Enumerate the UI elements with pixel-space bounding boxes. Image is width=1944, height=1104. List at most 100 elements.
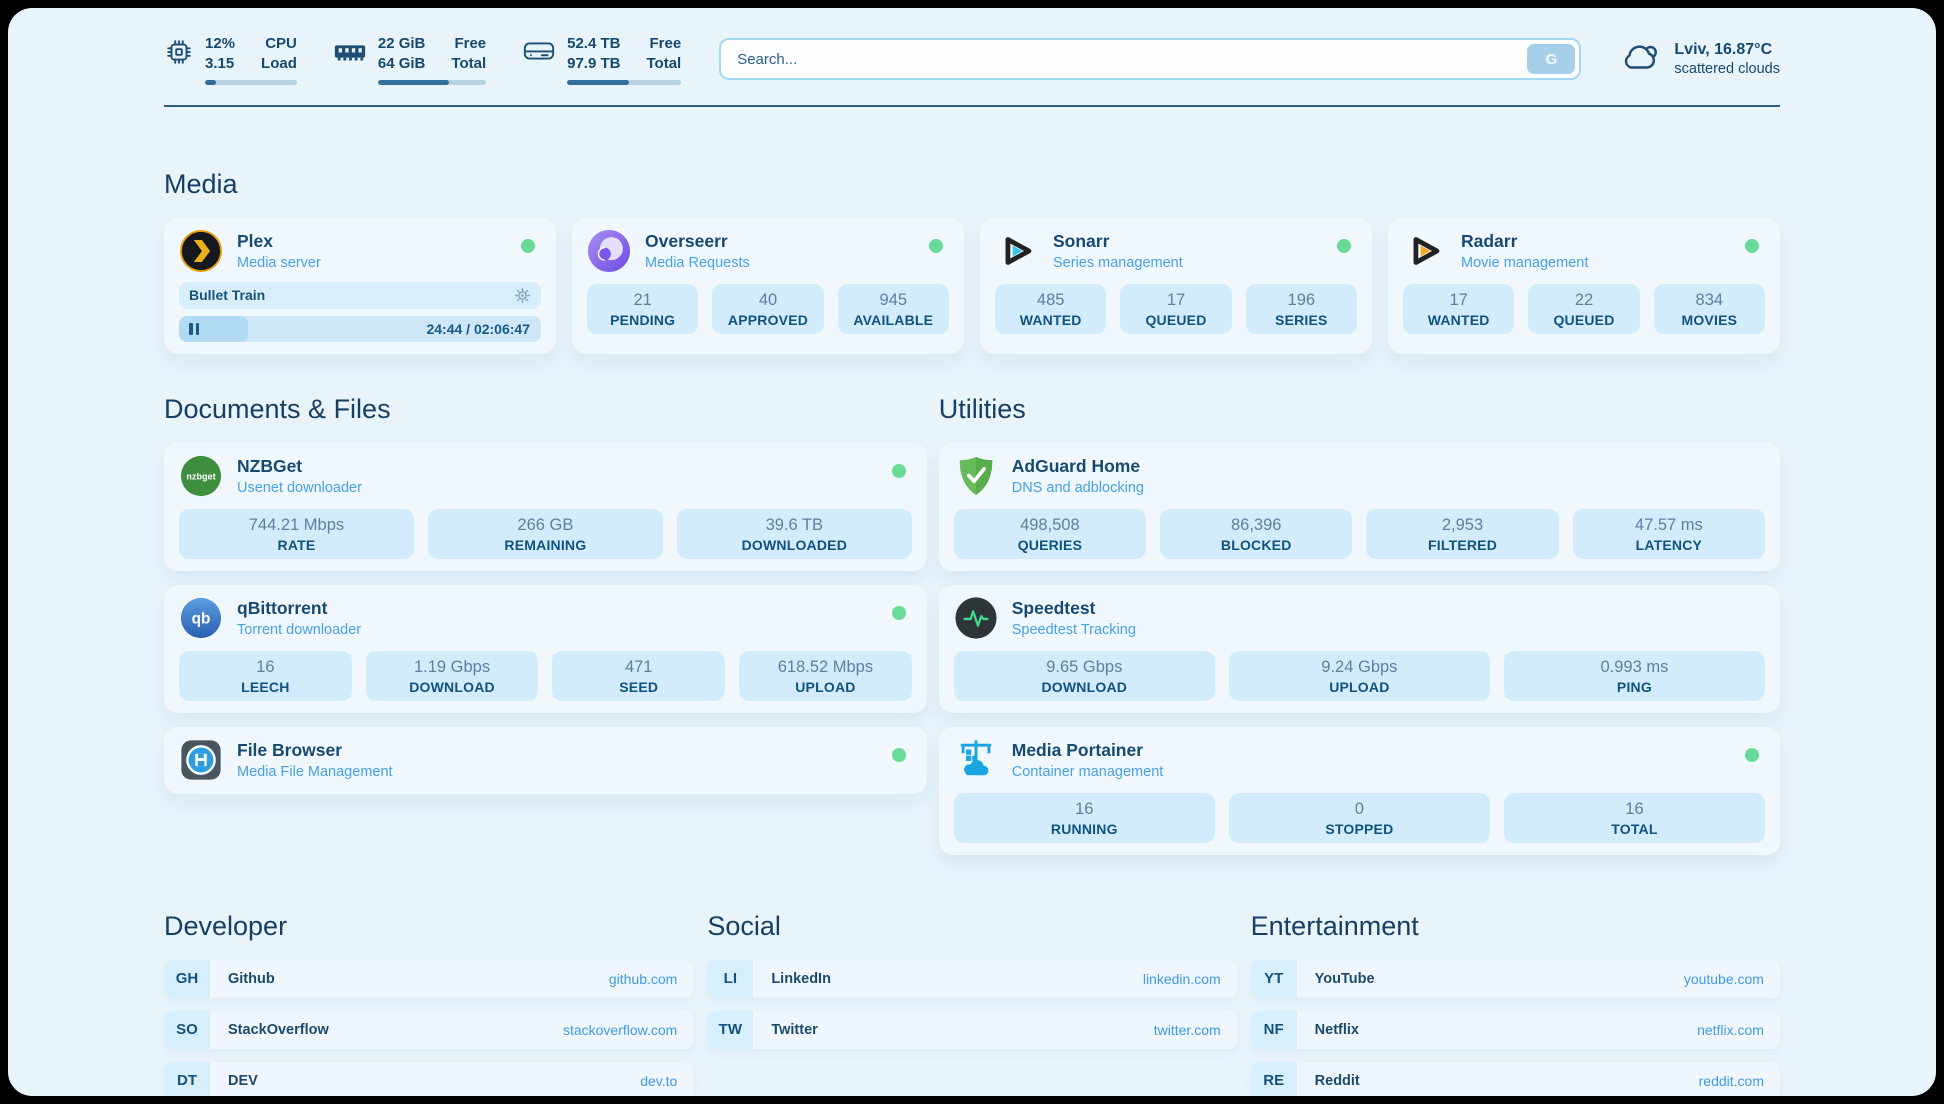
bookmarks-entertainment: Entertainment YT YouTube youtube.com NF …	[1250, 911, 1780, 1096]
bookmark-name: Netflix	[1314, 1021, 1359, 1038]
stat-value: 16	[256, 657, 275, 676]
stat-label: DOWNLOAD	[409, 678, 495, 695]
stat-label: STOPPED	[1325, 820, 1394, 837]
stat-value: 485	[1036, 290, 1065, 309]
playback-progress: 24:44 / 02:06:47	[179, 315, 541, 342]
stat-value: 498,508	[1020, 515, 1080, 534]
search-input[interactable]	[719, 38, 1582, 81]
bookmark-linkedin[interactable]: LI LinkedIn linkedin.com	[707, 959, 1237, 998]
documents-section: Documents & Files nzbget NZBGet Usenet d…	[164, 394, 927, 855]
app-title: Sonarr	[1053, 230, 1110, 251]
app-card-qbittorrent[interactable]: qb qBittorrent Torrent downloader 16 LEE…	[164, 584, 927, 713]
status-dot	[1745, 238, 1759, 253]
status-dot	[891, 605, 906, 620]
stat-value: 0.993 ms	[1600, 657, 1669, 676]
stat-label: FILTERED	[1428, 536, 1498, 553]
bookmark-abbr: SO	[164, 1010, 210, 1049]
utilities-section: Utilities AdGuard Home DNS and adblockin…	[938, 393, 1780, 855]
top-bar: 12% 3.15 CPU Load	[164, 34, 1780, 85]
bookmarks-developer: Developer GH Github github.com SO StackO…	[164, 910, 694, 1096]
stat-label: UPLOAD	[1329, 678, 1390, 695]
stat-value: 618.52 Mbps	[777, 657, 874, 676]
section-title-utilities: Utilities	[938, 393, 1026, 424]
bookmark-reddit[interactable]: RE Reddit reddit.com	[1250, 1061, 1780, 1096]
bookmark-dev[interactable]: DT DEV dev.to	[164, 1061, 694, 1096]
app-card-nzbget[interactable]: nzbget NZBGet Usenet downloader 744.21 M…	[164, 442, 927, 571]
app-card-radarr[interactable]: Radarr Movie management 17 WANTED 22 QUE…	[1388, 217, 1780, 354]
search-engine-button[interactable]: G	[1527, 44, 1576, 75]
app-card-speedtest[interactable]: Speedtest Speedtest Tracking 9.65 Gbps D…	[938, 584, 1780, 713]
bookmark-netflix[interactable]: NF Netflix netflix.com	[1250, 1010, 1780, 1049]
app-description: Torrent downloader	[237, 621, 362, 638]
app-title: Media Portainer	[1011, 739, 1144, 760]
storage-total-value: 97.9 TB	[567, 55, 621, 73]
section-title-media: Media	[164, 168, 238, 199]
stat-filtered: 2,953 FILTERED	[1366, 508, 1559, 559]
bookmark-abbr: LI	[707, 959, 754, 998]
stat-value: 744.21 Mbps	[248, 515, 345, 534]
memory-widget: 22 GiB 64 GiB Free Total	[333, 34, 487, 85]
bookmark-url: linkedin.com	[1142, 970, 1221, 987]
bookmark-github[interactable]: GH Github github.com	[164, 959, 694, 998]
cpu-progress-track	[205, 79, 297, 85]
stat-label: UPLOAD	[795, 678, 856, 695]
pause-icon	[189, 322, 199, 335]
stat-value: 2,953	[1441, 515, 1484, 534]
filebrowser-icon	[181, 739, 221, 780]
svg-text:qb: qb	[192, 610, 211, 627]
qbittorrent-icon: qb	[180, 597, 222, 638]
bookmark-abbr: DT	[164, 1061, 210, 1096]
bookmark-abbr: GH	[164, 959, 210, 998]
bookmark-abbr: TW	[707, 1010, 754, 1049]
stat-label: AVAILABLE	[853, 311, 934, 328]
app-description: Media File Management	[237, 763, 393, 780]
app-card-sonarr[interactable]: Sonarr Series management 485 WANTED 17 Q…	[980, 217, 1372, 354]
app-card-filebrowser[interactable]: File Browser Media File Management	[164, 726, 927, 794]
stat-value: 17	[1449, 290, 1468, 309]
section-title-developer: Developer	[164, 910, 288, 941]
weather-widget: Lviv, 16.87°C scattered clouds	[1619, 40, 1780, 79]
app-card-portainer[interactable]: Media Portainer Container management 16 …	[938, 726, 1780, 855]
app-card-adguard[interactable]: AdGuard Home DNS and adblocking 498,508 …	[938, 442, 1780, 571]
stat-value: 196	[1287, 290, 1316, 309]
bookmark-url: reddit.com	[1698, 1072, 1764, 1089]
app-title: NZBGet	[237, 455, 303, 476]
bookmark-twitter[interactable]: TW Twitter twitter.com	[707, 1010, 1237, 1049]
app-card-plex[interactable]: Plex Media server Bullet Train	[164, 217, 556, 354]
gear-icon[interactable]	[514, 287, 531, 304]
dashboard: 12% 3.15 CPU Load	[8, 8, 1936, 1096]
now-playing-row: Bullet Train	[179, 281, 541, 309]
adguard-icon	[959, 456, 993, 495]
memory-total-value: 64 GiB	[377, 55, 426, 73]
speedtest-icon	[955, 596, 997, 639]
stat-running: 16 RUNNING	[953, 792, 1215, 843]
divider	[164, 104, 1780, 107]
stat-upload: 618.52 Mbps UPLOAD	[739, 650, 912, 701]
memory-progress-track	[377, 79, 487, 85]
bookmark-stackoverflow[interactable]: SO StackOverflow stackoverflow.com	[164, 1010, 694, 1049]
stat-label: DOWNLOAD	[1041, 678, 1128, 695]
status-dot	[891, 463, 906, 478]
stat-download: 9.65 Gbps DOWNLOAD	[953, 650, 1215, 701]
stat-queued: 17 QUEUED	[1120, 283, 1232, 334]
stat-label: QUEUED	[1553, 311, 1615, 328]
bookmark-name: StackOverflow	[228, 1021, 329, 1038]
overseerr-icon	[587, 229, 631, 272]
stat-label: PENDING	[610, 311, 676, 328]
app-title: Radarr	[1461, 230, 1518, 251]
bookmark-youtube[interactable]: YT YouTube youtube.com	[1250, 959, 1780, 998]
app-card-overseerr[interactable]: Overseerr Media Requests 21 PENDING 40 A…	[572, 217, 964, 354]
app-title: Plex	[237, 230, 273, 251]
stat-label: RATE	[277, 536, 316, 553]
stat-value: 40	[758, 290, 778, 309]
stat-label: TOTAL	[1611, 820, 1658, 837]
stat-label: REMAINING	[504, 536, 587, 553]
plex-icon	[179, 229, 223, 272]
app-description: Series management	[1053, 254, 1183, 271]
nzbget-icon: nzbget	[180, 455, 222, 496]
system-widgets: 12% 3.15 CPU Load	[164, 34, 682, 85]
cpu-progress-fill	[205, 79, 217, 85]
bookmark-name: Reddit	[1314, 1072, 1360, 1089]
status-dot	[521, 238, 535, 253]
stat-total: 16 TOTAL	[1503, 792, 1765, 843]
